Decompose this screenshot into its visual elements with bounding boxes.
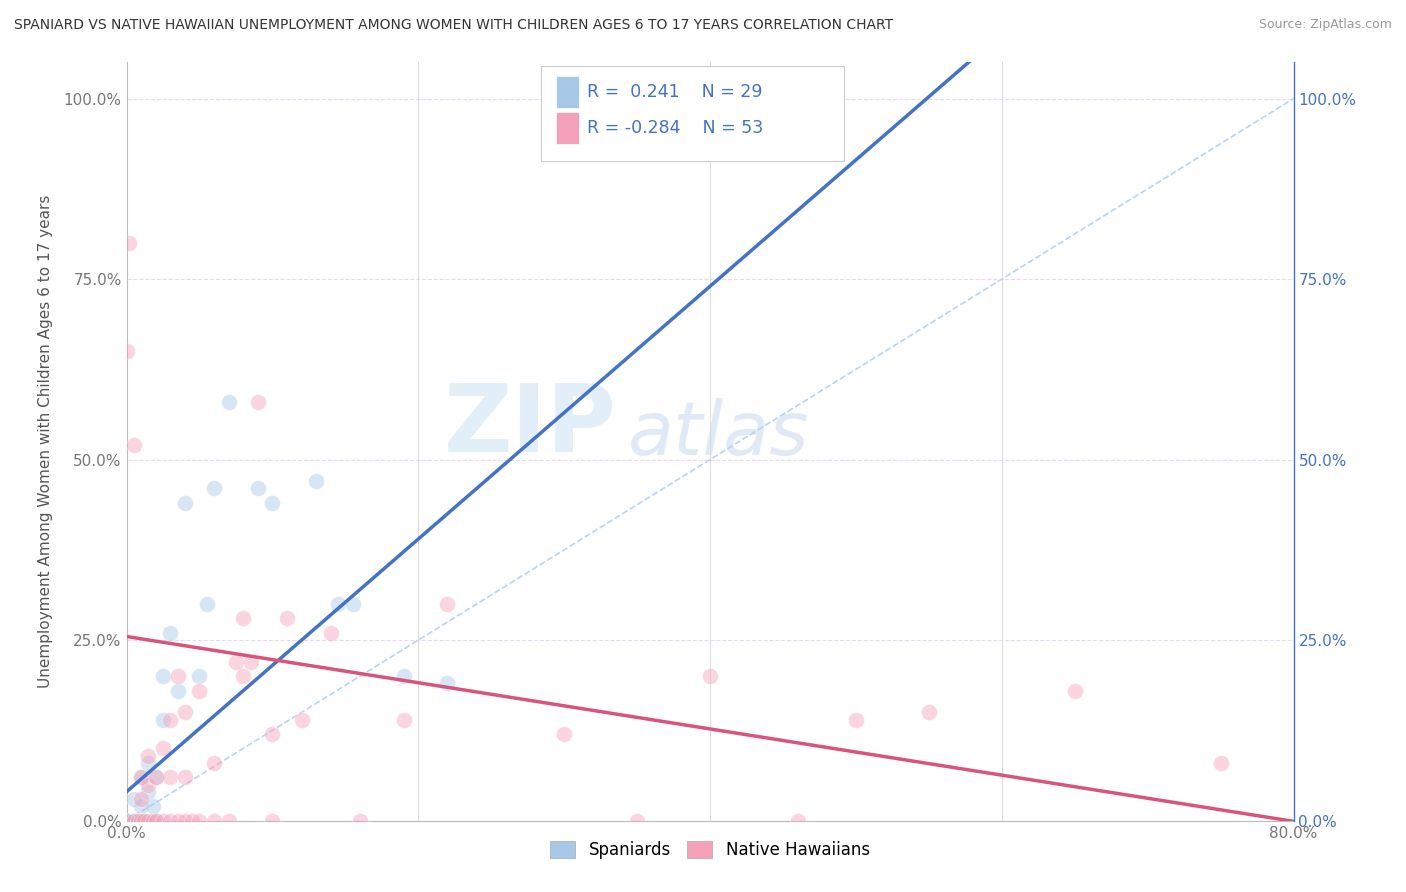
Point — [142, 814, 165, 828]
Point — [174, 770, 197, 784]
Point — [122, 792, 145, 806]
Point — [122, 814, 145, 828]
Point — [145, 814, 167, 828]
Point — [174, 706, 197, 720]
Legend: Spaniards, Native Hawaiians: Spaniards, Native Hawaiians — [544, 834, 876, 865]
Point — [145, 814, 167, 828]
Point — [159, 713, 181, 727]
Text: SPANIARD VS NATIVE HAWAIIAN UNEMPLOYMENT AMONG WOMEN WITH CHILDREN AGES 6 TO 17 : SPANIARD VS NATIVE HAWAIIAN UNEMPLOYMENT… — [14, 18, 893, 32]
Point — [129, 770, 152, 784]
Point — [218, 814, 240, 828]
Point — [349, 814, 371, 828]
Point — [166, 669, 188, 683]
Point — [319, 626, 342, 640]
Point — [202, 756, 225, 770]
Point — [342, 597, 364, 611]
Text: R = -0.284    N = 53: R = -0.284 N = 53 — [588, 119, 763, 136]
Point — [152, 741, 174, 756]
Point — [305, 475, 328, 489]
Point — [188, 683, 211, 698]
Point — [122, 814, 145, 828]
Point — [436, 597, 458, 611]
Point — [152, 669, 174, 683]
Point — [152, 814, 174, 828]
Point — [290, 713, 312, 727]
Point — [276, 611, 298, 625]
Point — [195, 597, 218, 611]
Point — [132, 814, 155, 828]
Point — [129, 814, 152, 828]
Text: atlas: atlas — [628, 398, 810, 470]
Point — [262, 727, 284, 741]
Bar — [555, 112, 579, 144]
Point — [918, 706, 941, 720]
Point — [392, 669, 415, 683]
Point — [142, 799, 165, 814]
Point — [166, 814, 188, 828]
Point — [127, 814, 149, 828]
Point — [262, 496, 284, 510]
Bar — [555, 76, 579, 108]
Point — [202, 482, 225, 496]
Point — [138, 748, 160, 763]
Point — [122, 438, 145, 452]
Point — [699, 669, 721, 683]
Point — [202, 814, 225, 828]
Point — [246, 394, 269, 409]
Point — [232, 669, 254, 683]
Point — [436, 676, 458, 690]
Point — [262, 814, 284, 828]
Point — [145, 770, 167, 784]
Point — [218, 394, 240, 409]
Point — [127, 814, 149, 828]
Point — [232, 611, 254, 625]
Point — [129, 799, 152, 814]
Point — [118, 235, 141, 250]
Point — [188, 669, 211, 683]
Text: Source: ZipAtlas.com: Source: ZipAtlas.com — [1258, 18, 1392, 31]
Point — [118, 814, 141, 828]
Point — [138, 778, 160, 792]
Text: ZIP: ZIP — [444, 380, 617, 473]
Point — [159, 770, 181, 784]
Point — [392, 713, 415, 727]
Point — [174, 814, 197, 828]
Point — [181, 814, 204, 828]
Y-axis label: Unemployment Among Women with Children Ages 6 to 17 years: Unemployment Among Women with Children A… — [38, 194, 52, 689]
Point — [166, 683, 188, 698]
Point — [225, 655, 247, 669]
Point — [553, 727, 575, 741]
Point — [239, 655, 262, 669]
Text: R =  0.241    N = 29: R = 0.241 N = 29 — [588, 83, 763, 101]
Point — [129, 770, 152, 784]
Point — [132, 814, 155, 828]
Point — [159, 814, 181, 828]
Point — [326, 597, 349, 611]
Point — [152, 713, 174, 727]
Point — [115, 814, 138, 828]
Point — [786, 814, 808, 828]
Point — [129, 792, 152, 806]
Point — [845, 713, 868, 727]
Point — [159, 626, 181, 640]
Point — [115, 344, 138, 359]
Point — [145, 770, 167, 784]
Point — [138, 814, 160, 828]
Point — [138, 756, 160, 770]
Point — [626, 814, 648, 828]
Point — [115, 814, 138, 828]
Point — [1209, 756, 1232, 770]
Point — [1063, 683, 1085, 698]
Point — [246, 482, 269, 496]
Point — [138, 785, 160, 799]
Point — [174, 496, 197, 510]
FancyBboxPatch shape — [541, 66, 844, 161]
Point — [188, 814, 211, 828]
